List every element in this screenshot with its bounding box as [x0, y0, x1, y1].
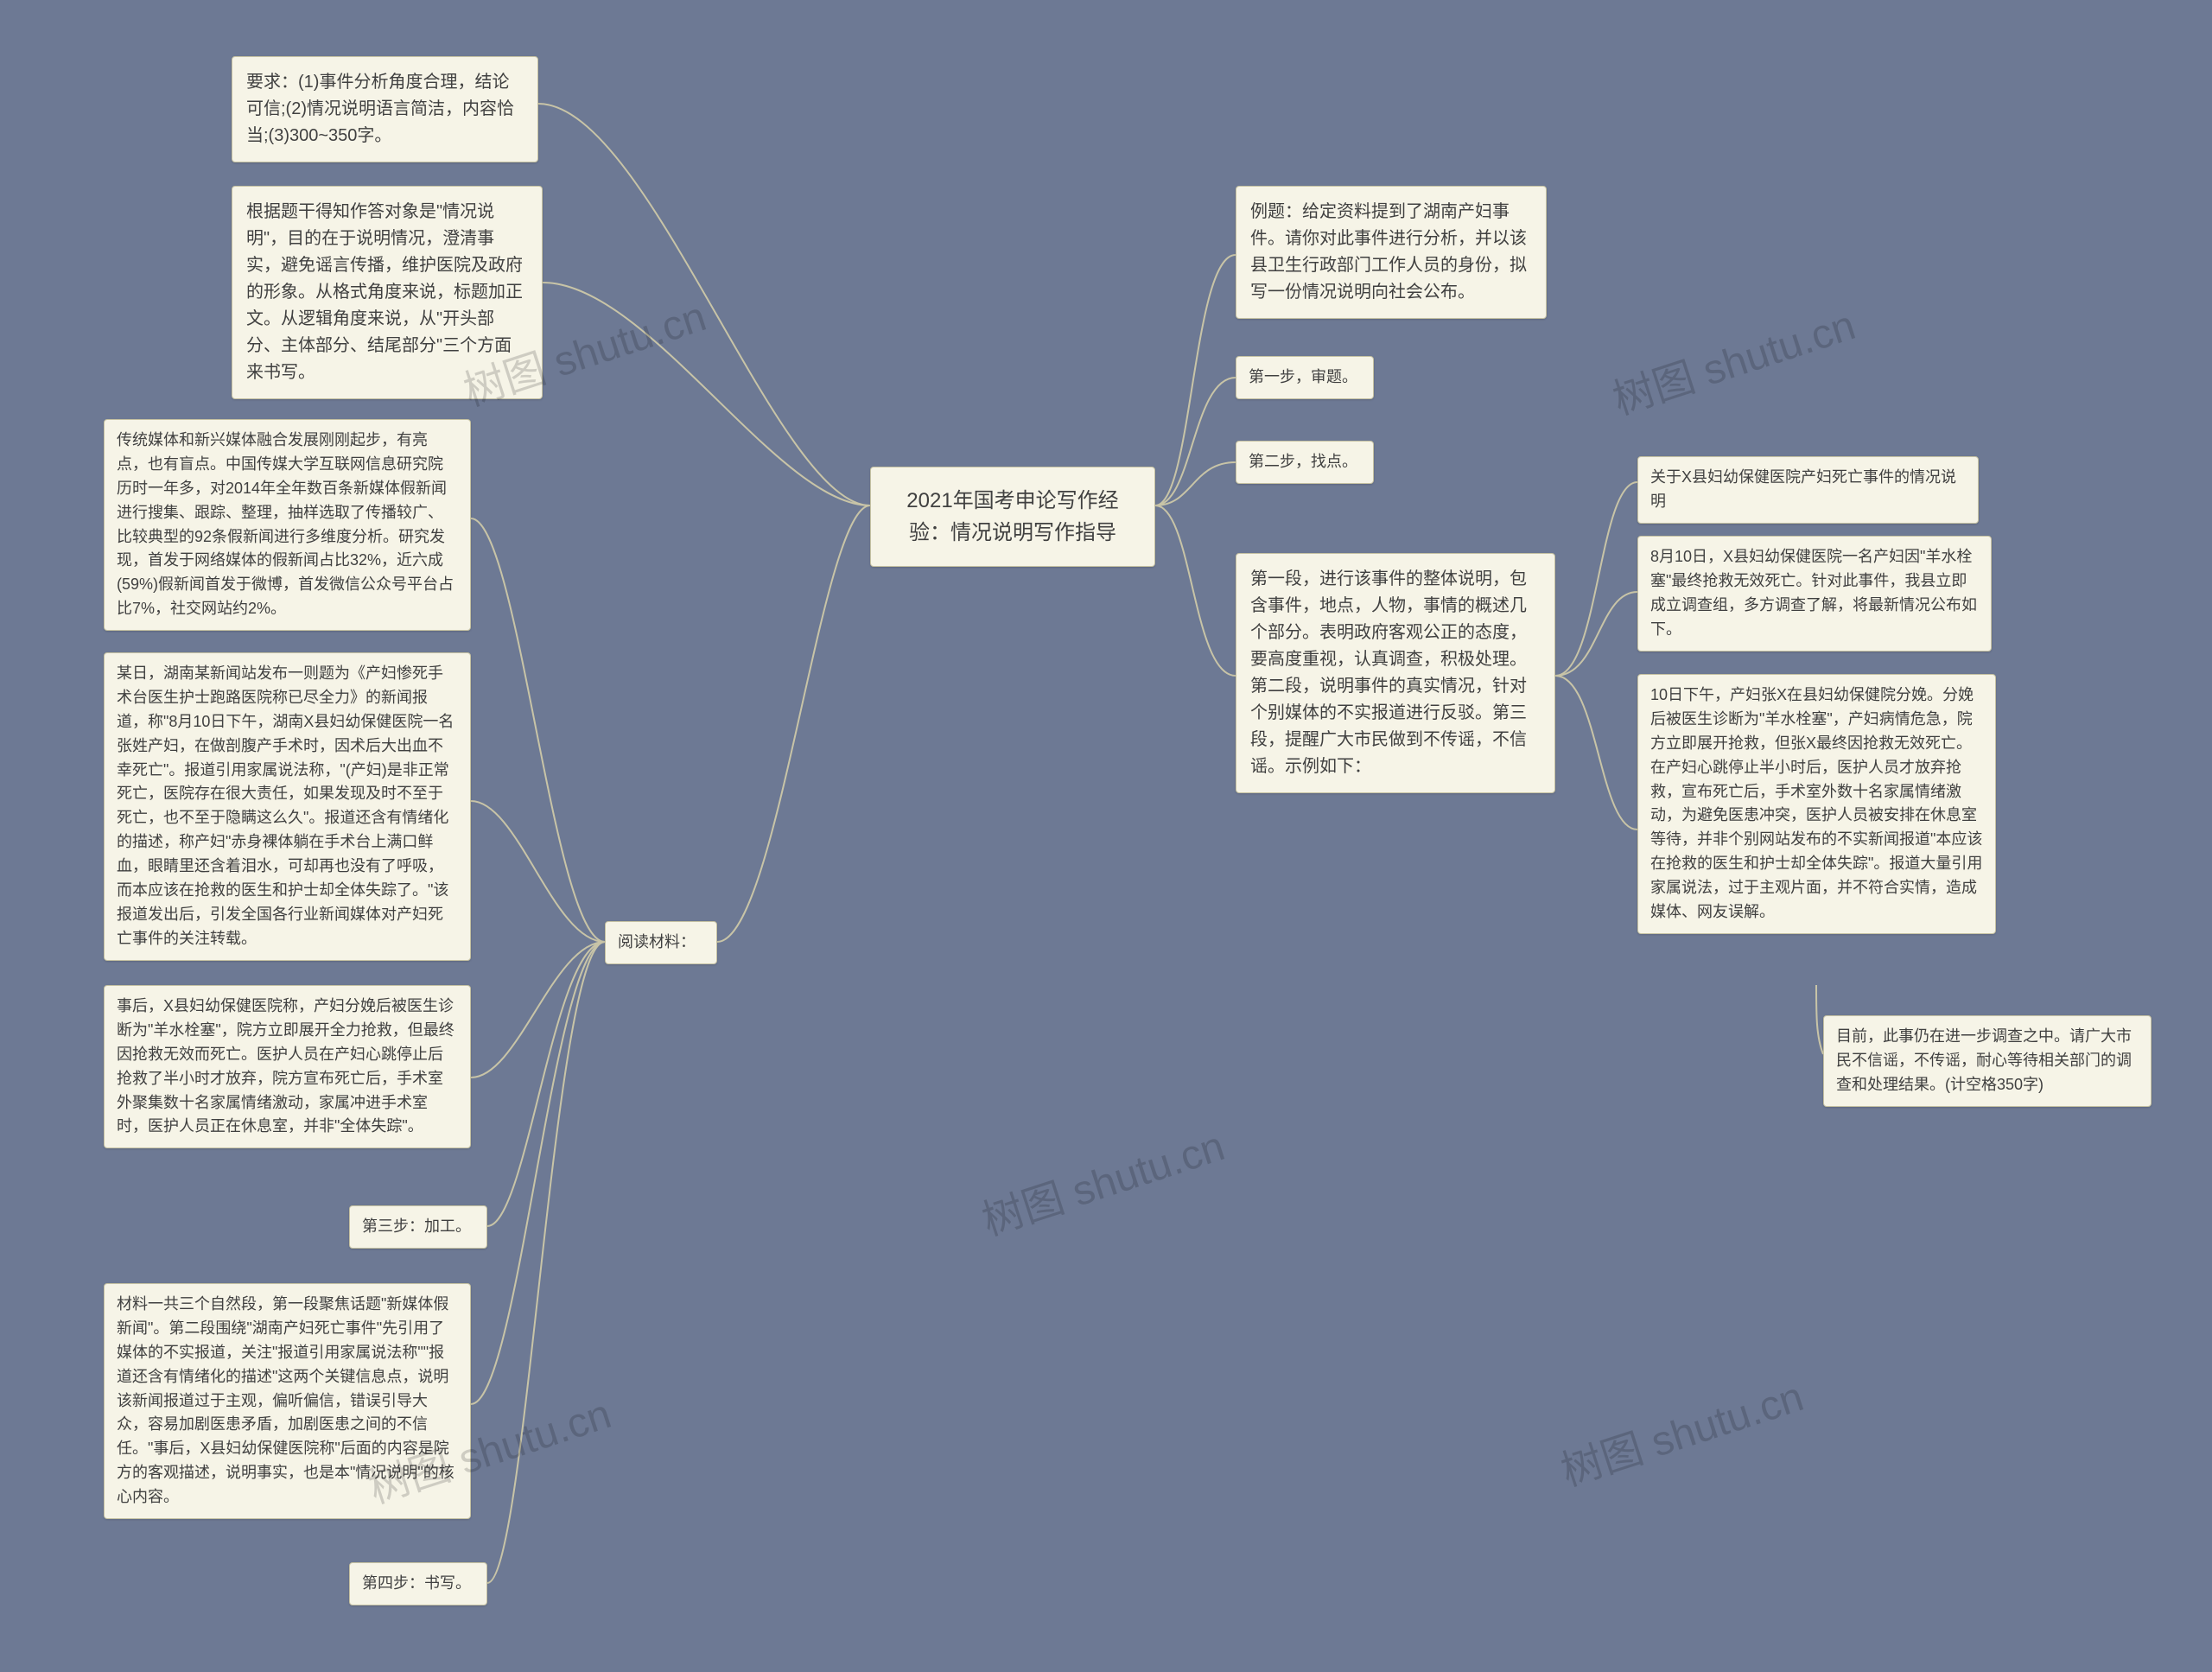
- node-reading-label: 阅读材料：: [605, 921, 717, 964]
- node-material-1: 传统媒体和新兴媒体融合发展刚刚起步，有亮点，也有盲点。中国传媒大学互联网信息研究…: [104, 419, 471, 631]
- node-step4: 第四步：书写。: [349, 1562, 487, 1605]
- node-material-2: 某日，湖南某新闻站发布一则题为《产妇惨死手术台医生护士跑路医院称已尽全力》的新闻…: [104, 652, 471, 961]
- node-step3: 第三步：加工。: [349, 1205, 487, 1249]
- node-sample-title: 关于X县妇幼保健医院产妇死亡事件的情况说明: [1637, 456, 1979, 524]
- watermark: 树图 shutu.cn: [973, 1112, 1230, 1247]
- node-paragraph-structure: 第一段，进行该事件的整体说明，包含事件，地点，人物，事情的概述几个部分。表明政府…: [1236, 553, 1555, 793]
- node-requirements: 要求：(1)事件分析角度合理，结论可信;(2)情况说明语言简洁，内容恰当;(3)…: [232, 56, 538, 162]
- node-sample-para3: 目前，此事仍在进一步调查之中。请广大市民不信谣，不传谣，耐心等待相关部门的调查和…: [1823, 1015, 2152, 1107]
- node-step1: 第一步，审题。: [1236, 356, 1374, 399]
- node-sample-para2: 10日下午，产妇张X在县妇幼保健院分娩。分娩后被医生诊断为"羊水栓塞"，产妇病情…: [1637, 674, 1996, 934]
- node-sample-para1: 8月10日，X县妇幼保健医院一名产妇因"羊水栓塞"最终抢救无效死亡。针对此事件，…: [1637, 536, 1992, 652]
- node-step2: 第二步，找点。: [1236, 441, 1374, 484]
- mindmap-canvas: 2021年国考申论写作经验：情况说明写作指导 例题：给定资料提到了湖南产妇事件。…: [0, 0, 2212, 1672]
- watermark: 树图 shutu.cn: [1604, 291, 1861, 426]
- node-analysis-approach: 根据题干得知作答对象是"情况说明"，目的在于说明情况，澄清事实，避免谣言传播，维…: [232, 186, 543, 399]
- node-material-3: 事后，X县妇幼保健医院称，产妇分娩后被医生诊断为"羊水栓塞"，院方立即展开全力抢…: [104, 985, 471, 1148]
- node-example-question: 例题：给定资料提到了湖南产妇事件。请你对此事件进行分析，并以该县卫生行政部门工作…: [1236, 186, 1547, 319]
- watermark: 树图 shutu.cn: [1552, 1363, 1809, 1497]
- root-node: 2021年国考申论写作经验：情况说明写作指导: [870, 467, 1155, 567]
- node-processing-explain: 材料一共三个自然段，第一段聚焦话题"新媒体假新闻"。第二段围绕"湖南产妇死亡事件…: [104, 1283, 471, 1519]
